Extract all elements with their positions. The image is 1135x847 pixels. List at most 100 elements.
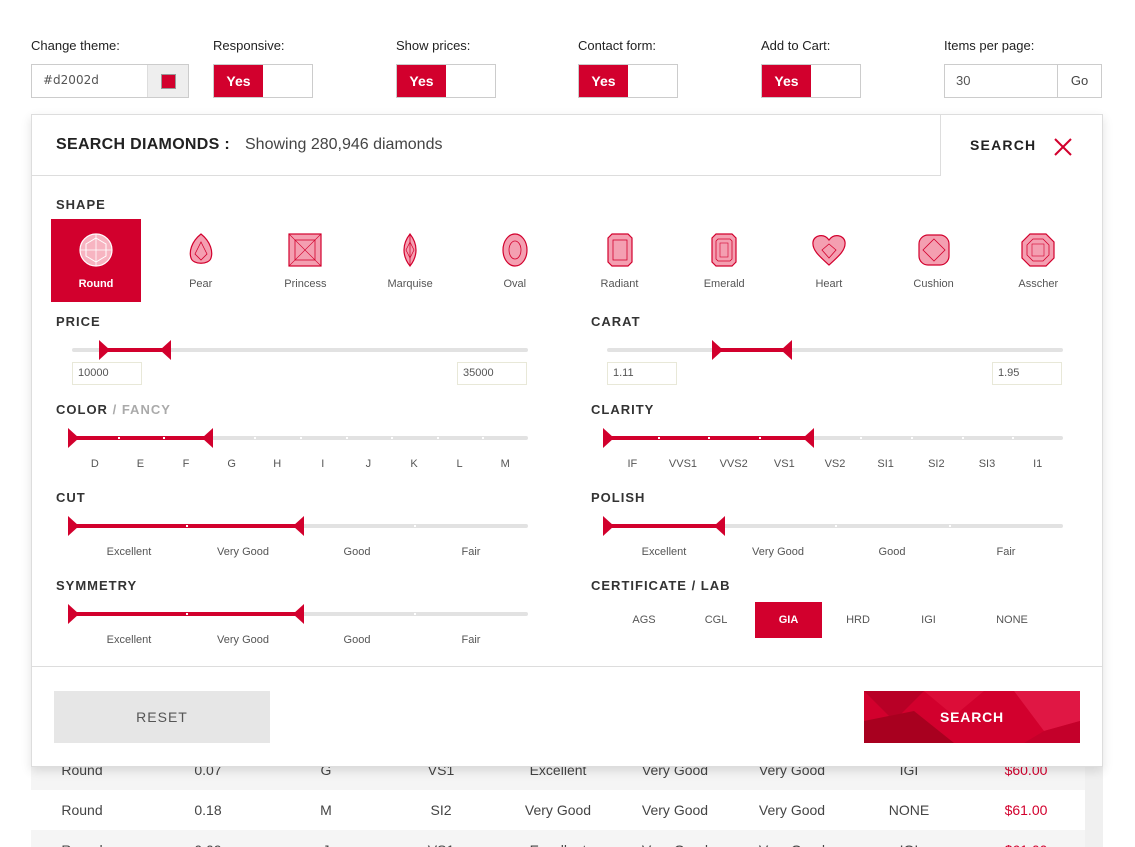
scale-label: VVS2 [719, 458, 748, 470]
scale-label: L [456, 458, 463, 470]
responsive-toggle[interactable]: Yes [213, 64, 313, 98]
shape-cushion[interactable]: Cushion [889, 219, 979, 302]
theme-color-field[interactable]: #d2002d [31, 64, 189, 98]
cert-cgl[interactable]: CGL [704, 614, 728, 626]
slider-max-handle[interactable] [802, 428, 814, 448]
certificate-label: CERTIFICATE / LAB [591, 578, 731, 593]
scale-label: VVS1 [668, 458, 698, 470]
show-prices-yes[interactable]: Yes [397, 65, 446, 97]
slider-tick [436, 437, 439, 439]
slider-max-handle[interactable] [714, 516, 725, 536]
shape-round[interactable]: Round [51, 219, 141, 302]
slider-tick [949, 525, 951, 527]
close-icon[interactable] [1053, 137, 1073, 157]
reset-button[interactable]: RESET [54, 691, 270, 743]
radiant-shape-icon [606, 233, 633, 267]
slider-tick [186, 613, 188, 615]
cert-hrd[interactable]: HRD [846, 614, 870, 626]
search-panel: SEARCH DIAMONDS : Showing 280,946 diamon… [31, 114, 1103, 767]
carat-min-input[interactable]: 1.11 [607, 362, 677, 385]
slider-min-handle[interactable] [68, 604, 79, 624]
scale-label: Fair [996, 546, 1016, 558]
shape-heart[interactable]: Heart [784, 219, 874, 302]
emerald-shape-icon [711, 233, 737, 267]
responsive-label: Responsive: [213, 38, 285, 53]
search-button[interactable]: SEARCH [864, 691, 1080, 743]
cert-gia[interactable]: GIA [755, 602, 822, 638]
pear-shape-icon [189, 233, 212, 264]
shape-marquise[interactable]: Marquise [365, 219, 455, 302]
carat-max-input[interactable]: 1.95 [992, 362, 1062, 385]
search-button-pattern [864, 691, 1080, 743]
responsive-setting: Responsive: Yes [213, 37, 313, 98]
shape-label-text: Heart [815, 278, 843, 290]
price-max-handle[interactable] [160, 340, 171, 360]
contact-form-setting: Contact form: Yes [578, 37, 678, 98]
oval-shape-icon [502, 233, 528, 267]
responsive-yes[interactable]: Yes [214, 65, 263, 97]
slider-track[interactable] [607, 436, 1063, 440]
scale-label: VS2 [824, 458, 846, 470]
shape-label-text: Radiant [600, 278, 639, 290]
shape-radiant[interactable]: Radiant [575, 219, 665, 302]
slider-tick [657, 437, 660, 439]
scale-label: VS1 [773, 458, 795, 470]
items-per-page-go-button[interactable]: Go [1057, 65, 1101, 97]
shape-princess[interactable]: Princess [260, 219, 350, 302]
table-cell: Excellent [503, 830, 613, 847]
show-prices-toggle[interactable]: Yes [396, 64, 496, 98]
header-search-link[interactable]: SEARCH [970, 137, 1037, 153]
slider-min-handle[interactable] [68, 428, 79, 448]
price-min-input[interactable]: 10000 [72, 362, 142, 385]
theme-setting: Change theme: #d2002d [31, 37, 189, 98]
contact-form-yes[interactable]: Yes [579, 65, 628, 97]
scale-label: I [321, 458, 325, 470]
price-slider-track[interactable] [72, 348, 528, 352]
theme-label: Change theme: [31, 38, 120, 53]
items-per-page-field[interactable]: 30 Go [944, 64, 1102, 98]
items-per-page-input[interactable]: 30 [956, 73, 971, 88]
cert-ags[interactable]: AGS [632, 614, 656, 626]
add-to-cart-toggle[interactable]: Yes [761, 64, 861, 98]
contact-form-toggle[interactable]: Yes [578, 64, 678, 98]
shape-pear[interactable]: Pear [156, 219, 246, 302]
price-max-input[interactable]: 35000 [457, 362, 527, 385]
scale-label: Excellent [106, 634, 152, 646]
carat-slider-track[interactable] [607, 348, 1063, 352]
slider-max-handle[interactable] [293, 604, 304, 624]
slider-max-handle[interactable] [293, 516, 304, 536]
theme-color-value[interactable]: #d2002d [43, 73, 99, 87]
slider-tick [708, 437, 711, 439]
slider-range [607, 524, 721, 528]
scale-label: Excellent [106, 546, 152, 558]
cert-igi[interactable]: IGI [921, 614, 936, 626]
cert-none[interactable]: NONE [996, 614, 1028, 626]
slider-tick [759, 437, 761, 439]
theme-color-picker[interactable] [147, 65, 188, 97]
fancy-toggle[interactable]: FANCY [121, 402, 171, 417]
slider-max-handle[interactable] [201, 428, 213, 448]
table-cell: G [320, 762, 332, 778]
price-min-handle[interactable] [99, 340, 110, 360]
table-row[interactable]: Round 0.18 M SI2 Very Good Very Good Very Good… [31, 790, 1085, 830]
carat-min-handle[interactable] [712, 340, 723, 360]
shape-asscher[interactable]: Asscher [993, 219, 1083, 302]
theme-swatch[interactable] [161, 74, 176, 89]
carat-max-handle[interactable] [781, 340, 792, 360]
slider-tick [414, 525, 416, 527]
slider-tick [961, 437, 964, 439]
scale-label: Fair [461, 546, 481, 558]
add-to-cart-setting: Add to Cart: Yes [761, 37, 861, 98]
carat-slider-range [716, 348, 788, 352]
cushion-shape-icon [917, 234, 950, 266]
shape-emerald[interactable]: Emerald [679, 219, 769, 302]
settings-bar: Change theme: #d2002d Responsive: Yes Sh… [31, 37, 1103, 99]
shape-oval[interactable]: Oval [470, 219, 560, 302]
slider-min-handle[interactable] [603, 428, 614, 448]
scale-label: H [273, 458, 282, 470]
table-cell: Very Good [758, 802, 826, 818]
add-to-cart-yes[interactable]: Yes [762, 65, 811, 97]
slider-min-handle[interactable] [68, 516, 79, 536]
slider-min-handle[interactable] [603, 516, 614, 536]
